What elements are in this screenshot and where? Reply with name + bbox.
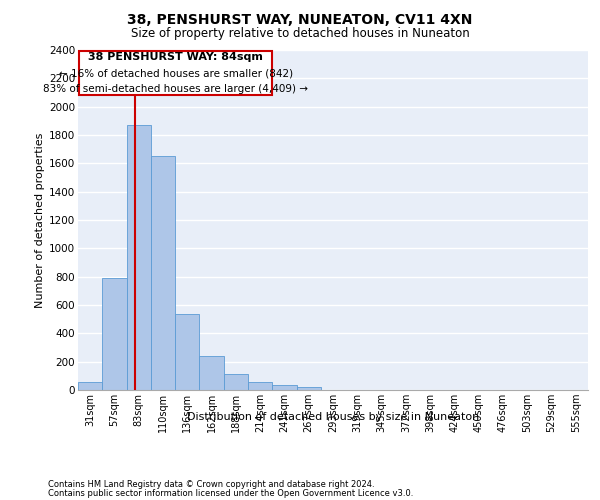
Text: ← 16% of detached houses are smaller (842): ← 16% of detached houses are smaller (84… — [59, 68, 293, 78]
Bar — [175, 314, 199, 390]
Text: Contains public sector information licensed under the Open Government Licence v3: Contains public sector information licen… — [48, 489, 413, 498]
Bar — [199, 356, 224, 390]
Y-axis label: Number of detached properties: Number of detached properties — [35, 132, 45, 308]
Bar — [296, 387, 321, 390]
Bar — [102, 278, 127, 390]
Bar — [78, 382, 102, 390]
Bar — [224, 374, 248, 390]
Bar — [248, 382, 272, 390]
Text: 83% of semi-detached houses are larger (4,409) →: 83% of semi-detached houses are larger (… — [43, 84, 308, 94]
Bar — [272, 385, 296, 390]
Bar — [151, 156, 175, 390]
Text: 38, PENSHURST WAY, NUNEATON, CV11 4XN: 38, PENSHURST WAY, NUNEATON, CV11 4XN — [127, 12, 473, 26]
Bar — [127, 125, 151, 390]
Bar — [79, 52, 272, 96]
Text: 38 PENSHURST WAY: 84sqm: 38 PENSHURST WAY: 84sqm — [88, 52, 263, 62]
Text: Size of property relative to detached houses in Nuneaton: Size of property relative to detached ho… — [131, 28, 469, 40]
Text: Contains HM Land Registry data © Crown copyright and database right 2024.: Contains HM Land Registry data © Crown c… — [48, 480, 374, 489]
Text: Distribution of detached houses by size in Nuneaton: Distribution of detached houses by size … — [187, 412, 479, 422]
